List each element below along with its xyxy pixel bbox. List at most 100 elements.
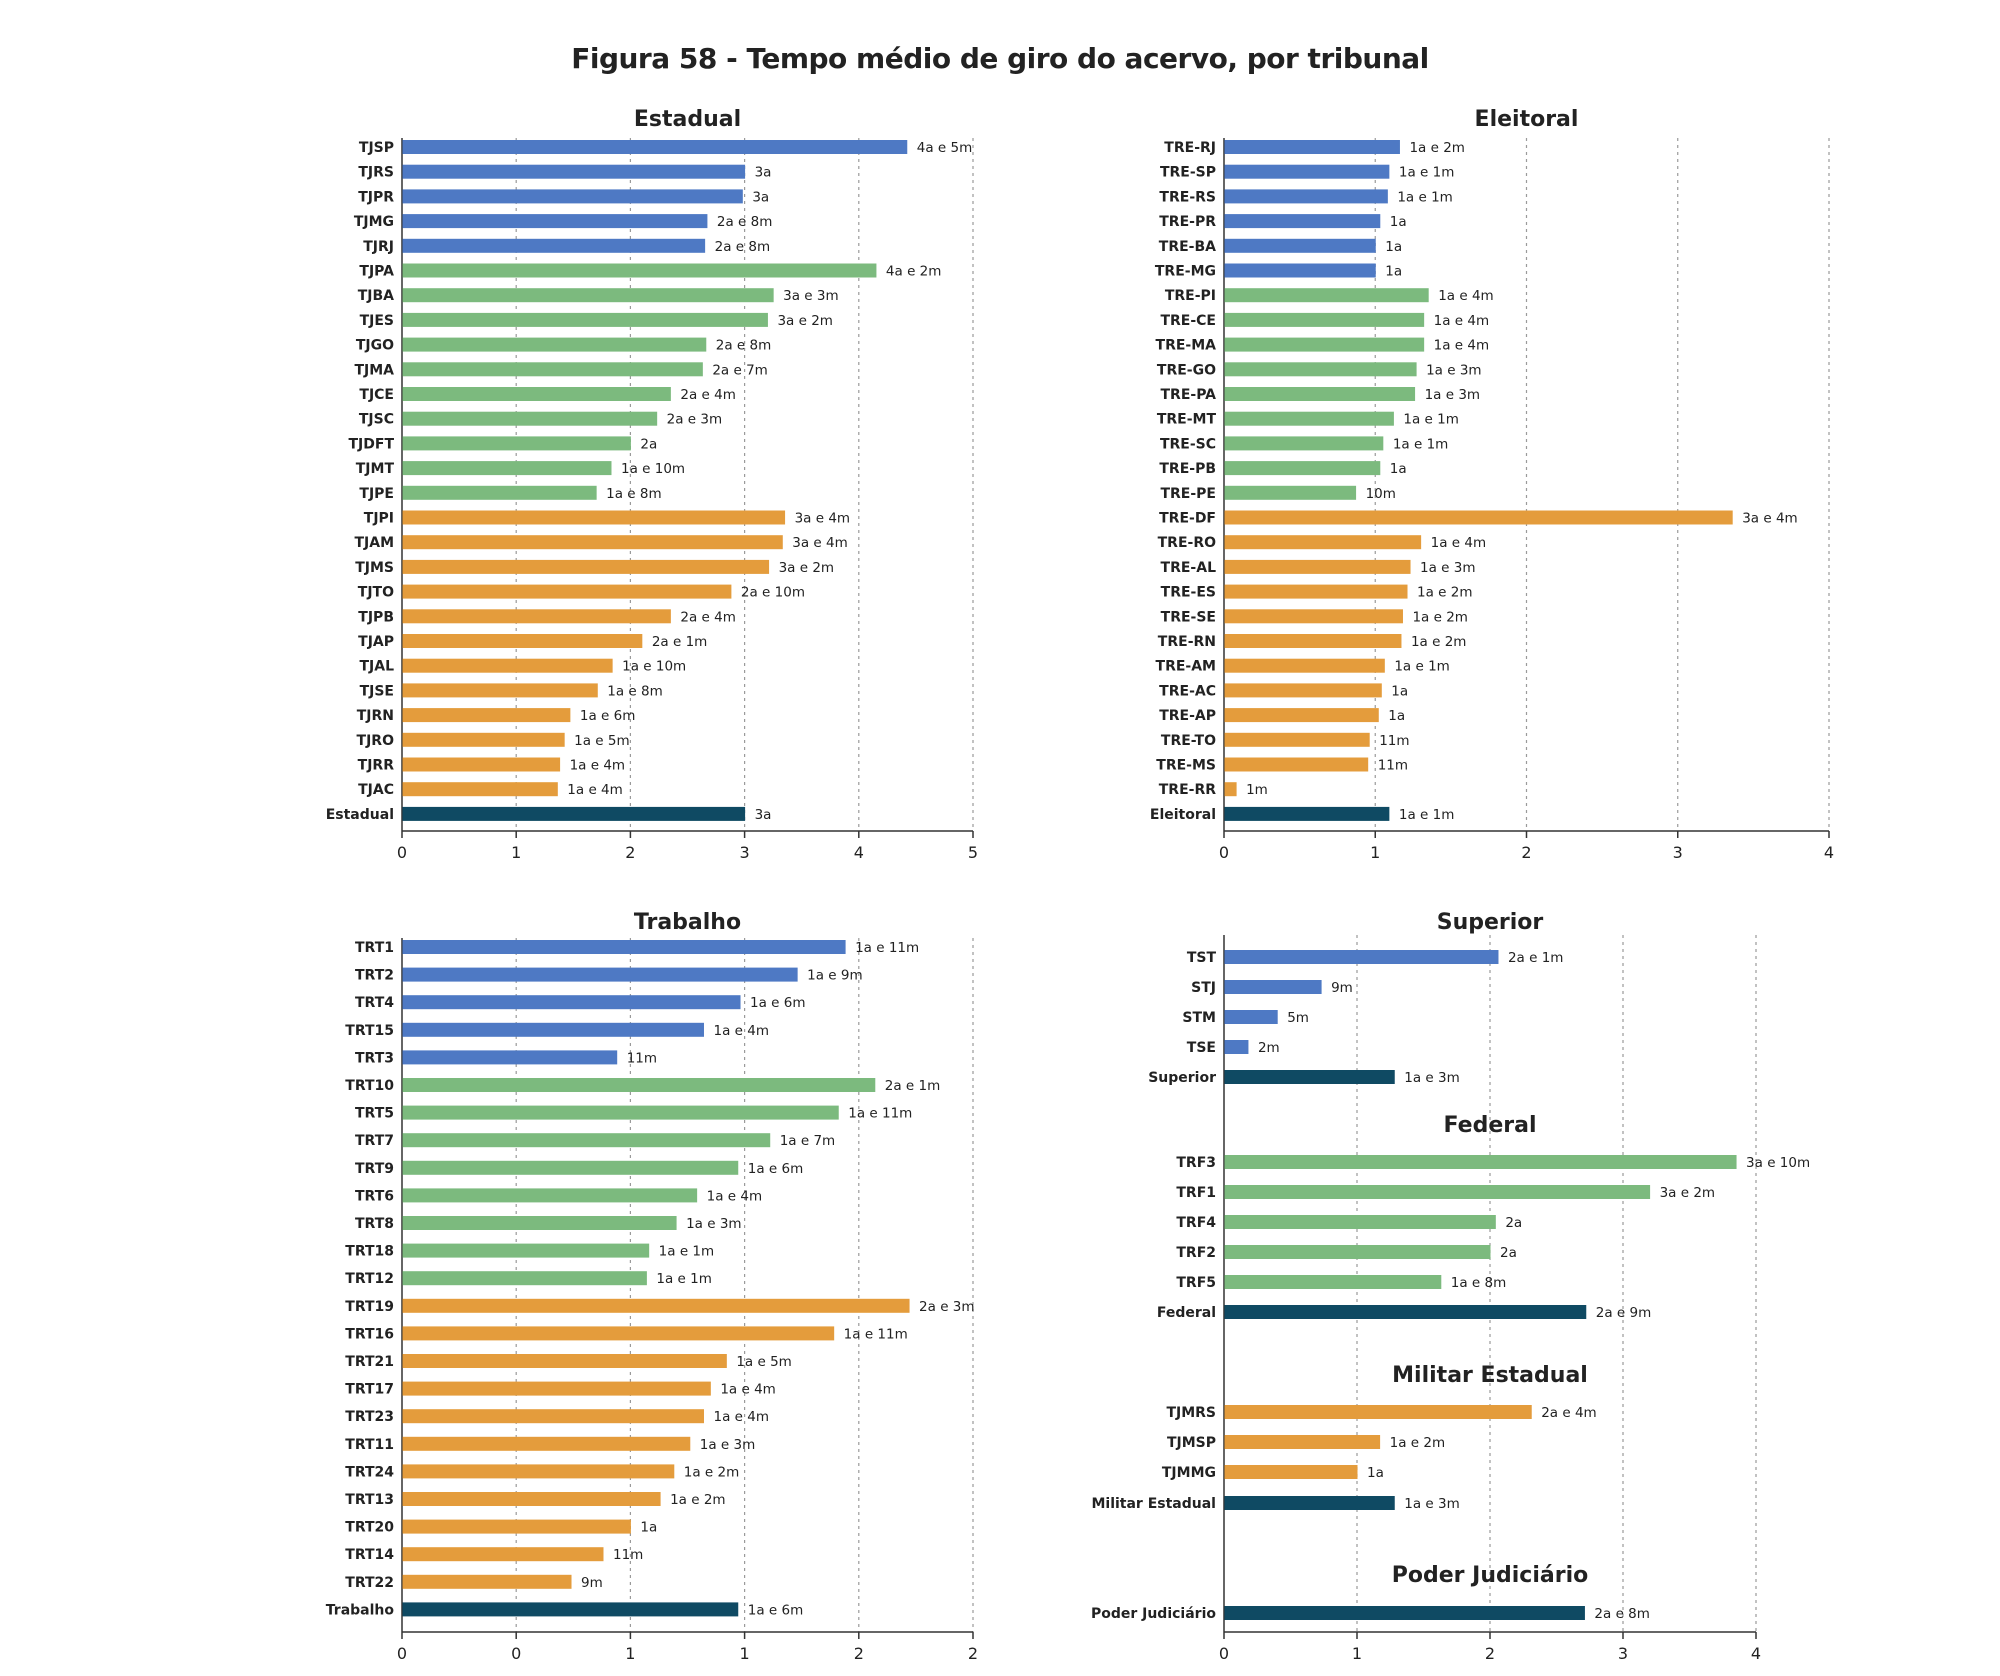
bar-trt15 xyxy=(402,1022,704,1037)
category-label: TJMMG xyxy=(1162,1465,1216,1481)
x-tick-label: 3 xyxy=(1618,1644,1628,1663)
x-tick-label: 3 xyxy=(1673,843,1683,862)
value-label: 2a e 8m xyxy=(717,214,773,230)
bar-trt19 xyxy=(402,1298,910,1313)
bar-tjrr xyxy=(402,757,561,772)
category-label: Superior xyxy=(1148,1070,1216,1086)
value-label: 1a e 4m xyxy=(713,1409,769,1425)
category-label: TJRO xyxy=(357,733,395,749)
value-label: 1a e 4m xyxy=(1434,338,1490,354)
category-label: STM xyxy=(1182,1010,1216,1026)
value-label: 1a e 2m xyxy=(1411,634,1467,650)
category-label: TRT5 xyxy=(355,1106,394,1122)
value-label: 1a xyxy=(1385,264,1402,280)
panel-title: Estadual xyxy=(634,107,741,132)
x-tick-label: 5 xyxy=(968,843,978,862)
value-label: 1a e 3m xyxy=(686,1216,742,1232)
bar-tjba xyxy=(402,288,774,303)
bar-tjsp xyxy=(402,140,908,154)
bar-trt1 xyxy=(402,940,846,954)
bar-tjrj xyxy=(402,238,706,253)
value-label: 1a e 5m xyxy=(736,1354,792,1370)
bar-tjrn xyxy=(402,708,571,723)
bar-tre-ac xyxy=(1224,683,1382,698)
category-label: TRE-SP xyxy=(1160,165,1216,181)
value-label: 3a xyxy=(755,807,772,823)
bar-trt14 xyxy=(402,1547,604,1562)
bar-tjmt xyxy=(402,461,612,476)
bar-tse xyxy=(1224,1040,1249,1054)
bar-tjto xyxy=(402,584,732,599)
bar-tre-ap xyxy=(1224,708,1379,723)
category-label: TJSP xyxy=(359,140,394,156)
bar-tst xyxy=(1224,950,1499,964)
x-tick-label: 4 xyxy=(1751,1644,1761,1663)
x-tick-label: 4 xyxy=(854,843,864,862)
value-label: 2a e 4m xyxy=(680,387,736,403)
value-label: 2a e 7m xyxy=(712,362,768,378)
value-label: 11m xyxy=(1378,758,1408,774)
category-label: TRE-RJ xyxy=(1164,140,1216,156)
value-label: 1a e 11m xyxy=(855,940,919,956)
category-label: Estadual xyxy=(326,807,394,823)
value-label: 1a e 4m xyxy=(1438,288,1494,304)
x-tick-label: 4 xyxy=(1824,843,1834,862)
value-label: 1a e 4m xyxy=(707,1188,763,1204)
category-label: TRT17 xyxy=(345,1382,394,1398)
category-label: TJPE xyxy=(359,486,394,502)
bar-tre-ma xyxy=(1224,337,1425,352)
x-tick-label: 0 xyxy=(511,1644,521,1663)
bar-trt18 xyxy=(402,1243,650,1258)
value-label: 1a e 2m xyxy=(670,1492,726,1508)
category-label: TRT10 xyxy=(345,1078,394,1094)
category-label: TRE-AC xyxy=(1159,683,1216,699)
bar-tre-sc xyxy=(1224,436,1384,451)
category-label: TRT15 xyxy=(345,1023,394,1039)
category-label: TJMA xyxy=(354,362,394,378)
value-label: 2a e 8m xyxy=(716,338,772,354)
bar-trt20 xyxy=(402,1519,631,1534)
category-label: TRT18 xyxy=(345,1244,394,1260)
value-label: 2a e 1m xyxy=(652,634,708,650)
value-label: 2a e 4m xyxy=(1541,1405,1597,1421)
bar-trf3 xyxy=(1224,1155,1737,1169)
value-label: 1a e 7m xyxy=(780,1133,836,1149)
bar-trt3 xyxy=(402,1050,618,1065)
category-label: STJ xyxy=(1191,980,1216,996)
value-label: 1a e 6m xyxy=(750,995,806,1011)
bar-trt7 xyxy=(402,1133,771,1148)
category-label: TJSC xyxy=(359,412,394,428)
x-tick-label: 1 xyxy=(1352,1644,1362,1663)
value-label: 3a e 4m xyxy=(792,535,848,551)
category-label: TRE-CE xyxy=(1160,313,1216,329)
category-label: TJAC xyxy=(358,782,394,798)
value-label: 1a e 3m xyxy=(1420,560,1476,576)
value-label: 3a xyxy=(755,165,772,181)
category-label: TST xyxy=(1187,950,1217,966)
category-label: TRE-RS xyxy=(1159,189,1216,205)
value-label: 2a xyxy=(640,436,657,452)
value-label: 1a e 2m xyxy=(1412,609,1468,625)
value-label: 1a e 1m xyxy=(656,1271,712,1287)
category-label: TRE-SC xyxy=(1160,436,1216,452)
value-label: 2a e 3m xyxy=(919,1299,975,1315)
bar-estadual xyxy=(402,806,746,821)
bar-tjap xyxy=(402,634,643,648)
category-label: TJES xyxy=(360,313,394,329)
bar-tre-rr xyxy=(1224,782,1237,797)
value-label: 1a e 1m xyxy=(659,1244,715,1260)
category-label: TJRJ xyxy=(363,239,394,255)
value-label: 1a xyxy=(1391,683,1408,699)
bar-trt5 xyxy=(402,1105,839,1120)
value-label: 2a e 1m xyxy=(885,1078,941,1094)
bar-tre-mt xyxy=(1224,411,1394,426)
value-label: 3a e 3m xyxy=(783,288,839,304)
value-label: 1a xyxy=(1390,461,1407,477)
value-label: 9m xyxy=(1331,980,1353,996)
value-label: 1m xyxy=(1246,782,1268,798)
category-label: TRE-AP xyxy=(1159,708,1216,724)
x-tick-label: 2 xyxy=(625,843,635,862)
x-tick-label: 3 xyxy=(740,843,750,862)
x-tick-label: 1 xyxy=(511,843,521,862)
value-label: 1a e 1m xyxy=(1393,436,1449,452)
